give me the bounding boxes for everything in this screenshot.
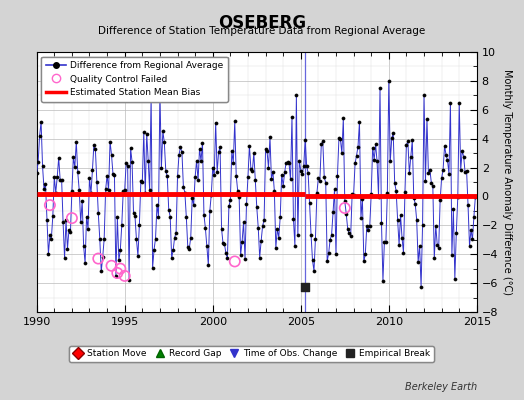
Point	[121, 273, 129, 279]
Point	[113, 270, 122, 276]
Legend: Station Move, Record Gap, Time of Obs. Change, Empirical Break: Station Move, Record Gap, Time of Obs. C…	[70, 346, 433, 362]
Point	[116, 266, 125, 272]
Text: Berkeley Earth: Berkeley Earth	[405, 382, 477, 392]
Point	[301, 284, 309, 291]
Legend: Difference from Regional Average, Quality Control Failed, Estimated Station Mean: Difference from Regional Average, Qualit…	[41, 56, 228, 102]
Point	[231, 258, 239, 265]
Point	[107, 262, 116, 269]
Text: Difference of Station Temperature Data from Regional Average: Difference of Station Temperature Data f…	[99, 26, 425, 36]
Y-axis label: Monthly Temperature Anomaly Difference (°C): Monthly Temperature Anomaly Difference (…	[502, 69, 512, 295]
Point	[68, 215, 76, 221]
Point	[341, 205, 349, 211]
Point	[46, 202, 54, 208]
Text: OSEBERG: OSEBERG	[218, 14, 306, 32]
Point	[94, 255, 103, 262]
